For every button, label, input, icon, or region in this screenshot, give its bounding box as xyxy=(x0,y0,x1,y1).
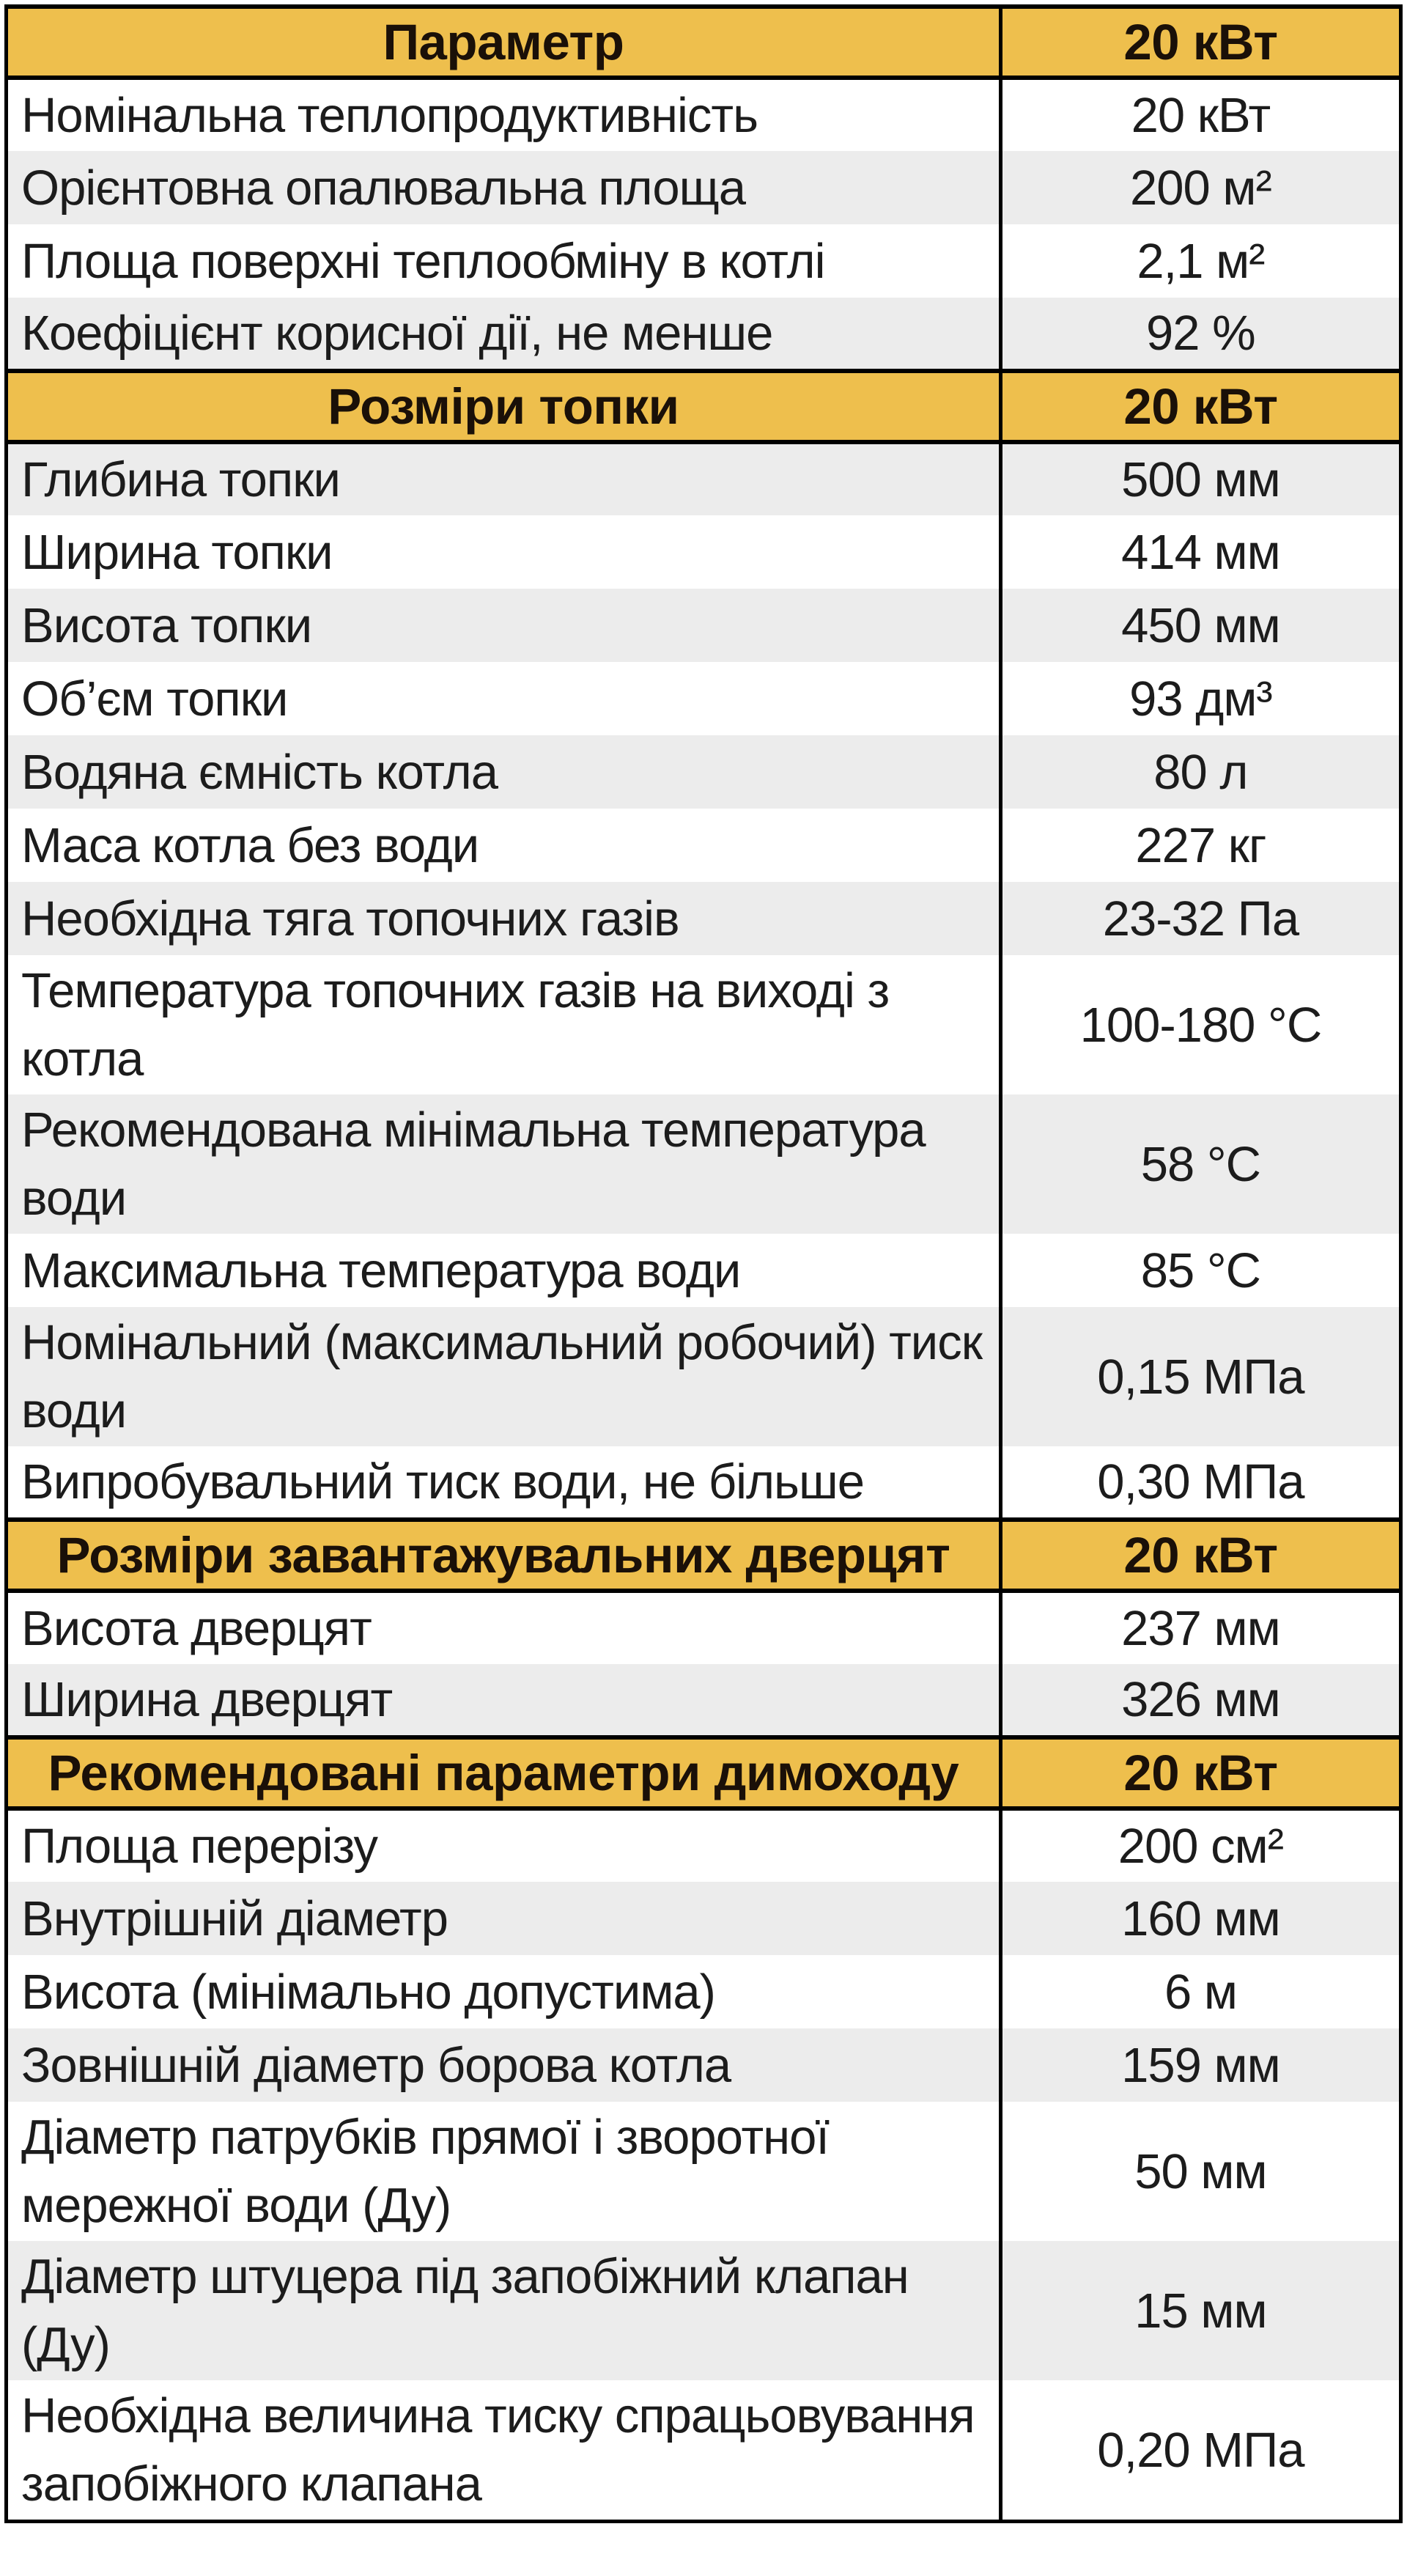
spec-row: Орієнтовна опалювальна площа 200 м² xyxy=(4,151,1403,224)
spec-label-cell: Номінальна теплопродуктивність xyxy=(4,78,1002,151)
spec-row: Внутрішній діаметр 160 мм xyxy=(4,1882,1403,1955)
spec-value-cell: 227 кг xyxy=(998,809,1403,882)
spec-row: Температура топочних газів на виході з к… xyxy=(4,955,1403,1094)
spec-row: Максимальна температура води 85 °С xyxy=(4,1234,1403,1307)
spec-label-cell: Об’єм топки xyxy=(4,662,1002,735)
boiler-specs-table-body: Параметр 20 кВт Номінальна теплопродуктивн… xyxy=(4,4,1403,2522)
spec-label-cell: Орієнтовна опалювальна площа xyxy=(4,151,1002,224)
spec-label-cell: Внутрішній діаметр xyxy=(4,1882,1002,1955)
spec-row: Необхідна тяга топочних газів 23-32 Па xyxy=(4,882,1403,955)
spec-value-cell: 6 м xyxy=(998,1955,1403,2028)
spec-row: Маса котла без води 227 кг xyxy=(4,809,1403,882)
spec-row: Випробувальний тиск води, не більше 0,30 … xyxy=(4,1446,1403,1520)
spec-row: Площа поверхні теплообміну в котлі 2,1 м² xyxy=(4,224,1403,298)
spec-row: Висота дверцят 237 мм xyxy=(4,1591,1403,1664)
spec-value-cell: 326 мм xyxy=(998,1664,1403,1737)
spec-value-cell: 2,1 м² xyxy=(998,224,1403,298)
spec-label-cell: Площа перерізу xyxy=(4,1808,1002,1882)
spec-row: Зовнішній діаметр борова котла 159 мм xyxy=(4,2028,1403,2102)
section-header-row: Рекомендовані параметри димоходу 20 кВт xyxy=(4,1735,1403,1811)
section-header-row: Параметр 20 кВт xyxy=(4,4,1403,80)
spec-value-cell: 0,15 МПа xyxy=(998,1307,1403,1446)
spec-row: Площа перерізу 200 см² xyxy=(4,1808,1403,1882)
spec-value-cell: 92 % xyxy=(998,298,1403,371)
section-header-value: 20 кВт xyxy=(998,1735,1403,1811)
spec-value-cell: 50 мм xyxy=(998,2102,1403,2241)
spec-label-cell: Необхідна величина тиску спрацьовування … xyxy=(4,2380,1002,2522)
spec-value-cell: 0,30 МПа xyxy=(998,1446,1403,1520)
spec-label-cell: Максимальна температура води xyxy=(4,1234,1002,1307)
spec-row: Коефіцієнт корисної дії, не менше 92 % xyxy=(4,298,1403,371)
section-header-value: 20 кВт xyxy=(998,1517,1403,1593)
section-header-row: Розміри завантажувальних дверцят 20 кВт xyxy=(4,1517,1403,1593)
spec-label-cell: Випробувальний тиск води, не більше xyxy=(4,1446,1002,1520)
spec-value-cell: 80 л xyxy=(998,735,1403,809)
spec-label-cell: Температура топочних газів на виході з к… xyxy=(4,955,1002,1094)
spec-value-cell: 237 мм xyxy=(998,1591,1403,1664)
spec-row: Діаметр штуцера під запобіжний клапан (Д… xyxy=(4,2241,1403,2380)
spec-row: Необхідна величина тиску спрацьовування … xyxy=(4,2380,1403,2522)
spec-label-cell: Висота дверцят xyxy=(4,1591,1002,1664)
spec-row: Висота топки 450 мм xyxy=(4,589,1403,662)
spec-row: Ширина топки 414 мм xyxy=(4,515,1403,589)
spec-row: Висота (мінімально допустима) 6 м xyxy=(4,1955,1403,2028)
spec-value-cell: 0,20 МПа xyxy=(998,2380,1403,2522)
spec-row: Ширина дверцят 326 мм xyxy=(4,1664,1403,1737)
spec-label-cell: Необхідна тяга топочних газів xyxy=(4,882,1002,955)
spec-label-cell: Діаметр патрубків прямої і зворотної мер… xyxy=(4,2102,1002,2241)
spec-value-cell: 58 °С xyxy=(998,1094,1403,1234)
spec-label-cell: Ширина дверцят xyxy=(4,1664,1002,1737)
spec-value-cell: 500 мм xyxy=(998,442,1403,515)
spec-label-cell: Ширина топки xyxy=(4,515,1002,589)
spec-label-cell: Глибина топки xyxy=(4,442,1002,515)
spec-value-cell: 23-32 Па xyxy=(998,882,1403,955)
spec-label-cell: Рекомендована мінімальна температура вод… xyxy=(4,1094,1002,1234)
section-header-label: Розміри топки xyxy=(4,369,1002,444)
spec-value-cell: 414 мм xyxy=(998,515,1403,589)
spec-row: Діаметр патрубків прямої і зворотної мер… xyxy=(4,2102,1403,2241)
section-header-label: Розміри завантажувальних дверцят xyxy=(4,1517,1002,1593)
spec-row: Об’єм топки 93 дм³ xyxy=(4,662,1403,735)
spec-value-cell: 160 мм xyxy=(998,1882,1403,1955)
spec-row: Водяна ємність котла 80 л xyxy=(4,735,1403,809)
spec-row: Номінальний (максимальний робочий) тиск … xyxy=(4,1307,1403,1446)
spec-value-cell: 93 дм³ xyxy=(998,662,1403,735)
section-header-label: Рекомендовані параметри димоходу xyxy=(4,1735,1002,1811)
spec-value-cell: 159 мм xyxy=(998,2028,1403,2102)
section-header-value: 20 кВт xyxy=(998,4,1403,80)
spec-value-cell: 450 мм xyxy=(998,589,1403,662)
spec-value-cell: 20 кВт xyxy=(998,78,1403,151)
section-header-value: 20 кВт xyxy=(998,369,1403,444)
spec-label-cell: Коефіцієнт корисної дії, не менше xyxy=(4,298,1002,371)
spec-row: Рекомендована мінімальна температура вод… xyxy=(4,1094,1403,1234)
spec-value-cell: 85 °С xyxy=(998,1234,1403,1307)
spec-label-cell: Діаметр штуцера під запобіжний клапан (Д… xyxy=(4,2241,1002,2380)
spec-label-cell: Зовнішній діаметр борова котла xyxy=(4,2028,1002,2102)
boiler-specs-table: Параметр 20 кВт Номінальна теплопродуктивн… xyxy=(4,4,1403,2523)
spec-row: Номінальна теплопродуктивність 20 кВт xyxy=(4,78,1403,151)
section-header-row: Розміри топки 20 кВт xyxy=(4,369,1403,444)
spec-value-cell: 100-180 °С xyxy=(998,955,1403,1094)
spec-label-cell: Висота топки xyxy=(4,589,1002,662)
section-header-label: Параметр xyxy=(4,4,1002,80)
spec-value-cell: 15 мм xyxy=(998,2241,1403,2380)
spec-label-cell: Маса котла без води xyxy=(4,809,1002,882)
spec-label-cell: Площа поверхні теплообміну в котлі xyxy=(4,224,1002,298)
spec-value-cell: 200 м² xyxy=(998,151,1403,224)
spec-value-cell: 200 см² xyxy=(998,1808,1403,1882)
spec-label-cell: Висота (мінімально допустима) xyxy=(4,1955,1002,2028)
spec-label-cell: Номінальний (максимальний робочий) тиск … xyxy=(4,1307,1002,1446)
spec-label-cell: Водяна ємність котла xyxy=(4,735,1002,809)
spec-row: Глибина топки 500 мм xyxy=(4,442,1403,515)
